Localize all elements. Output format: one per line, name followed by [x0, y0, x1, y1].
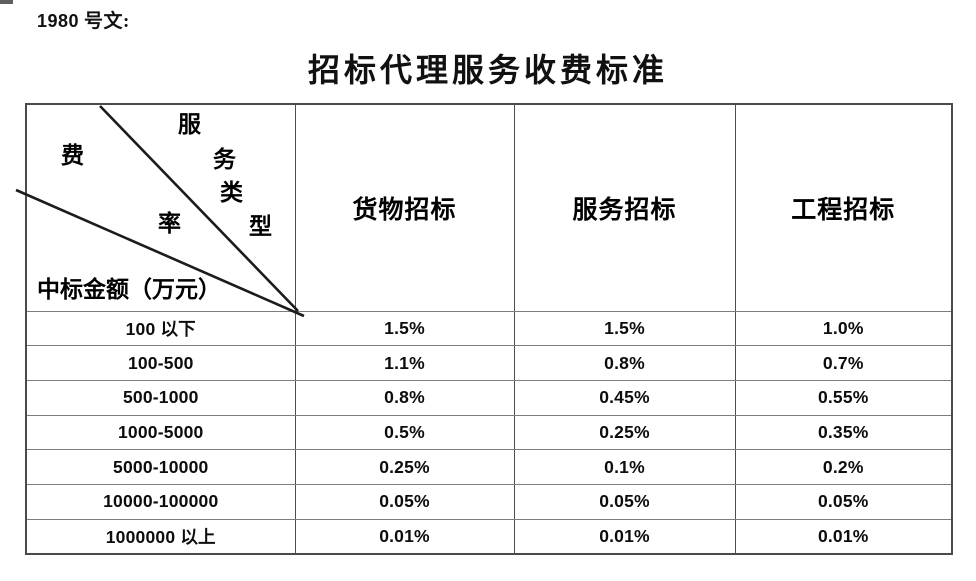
column-header-service: 服务招标 [513, 103, 736, 312]
cell-engineering-rate: 0.7% [734, 345, 953, 382]
table-row: 1000000 以上 0.01% 0.01% 0.01% [25, 518, 953, 555]
table-row: 5000-10000 0.25% 0.1% 0.2% [25, 449, 953, 486]
cell-service-rate: 1.5% [513, 310, 736, 347]
cell-range: 1000000 以上 [25, 518, 296, 555]
corner-label-award-amount: 中标金额（万元） [37, 276, 221, 302]
doc-reference-label: 号文: [84, 11, 130, 32]
corner-label-fee-rate-char-1: 费 [61, 142, 84, 168]
cell-range: 1000-5000 [25, 414, 296, 451]
table-row: 1000-5000 0.5% 0.25% 0.35% [25, 414, 953, 451]
screen-corner-artifact [0, 0, 13, 4]
corner-label-service-type-char-1: 服 [178, 111, 201, 137]
corner-label-service-type-char-2: 务 [213, 146, 236, 172]
cell-goods-rate: 0.25% [294, 449, 515, 486]
cell-engineering-rate: 1.0% [734, 310, 953, 347]
cell-range: 5000-10000 [25, 449, 296, 486]
cell-service-rate: 0.05% [513, 484, 736, 520]
diagonal-corner-cell: 服 务 类 型 费 率 中标金额（万元） [15, 103, 305, 318]
cell-engineering-rate: 0.2% [734, 449, 953, 486]
table-row: 10000-100000 0.05% 0.05% 0.05% [25, 484, 953, 520]
corner-label-service-type-char-4: 型 [249, 213, 272, 239]
fee-standard-table: 服 务 类 型 费 率 中标金额（万元） 货物招标 服务招标 工程招标 100 … [15, 103, 953, 555]
doc-reference: 1980 号文: [37, 6, 130, 33]
cell-range: 10000-100000 [25, 484, 296, 520]
cell-service-rate: 0.01% [513, 518, 736, 555]
corner-label-fee-rate-char-2: 率 [158, 210, 181, 236]
cell-service-rate: 0.45% [513, 380, 736, 416]
cell-service-rate: 0.8% [513, 345, 736, 382]
cell-service-rate: 0.25% [513, 414, 736, 451]
cell-service-rate: 0.1% [513, 449, 736, 486]
table-header-row: 服 务 类 型 费 率 中标金额（万元） 货物招标 服务招标 工程招标 [15, 103, 953, 318]
page-title: 招标代理服务收费标准 [307, 52, 668, 88]
cell-goods-rate: 0.01% [294, 518, 515, 555]
doc-reference-number: 1980 [37, 11, 80, 31]
cell-goods-rate: 0.05% [294, 484, 515, 520]
cell-engineering-rate: 0.01% [734, 518, 953, 555]
column-header-engineering: 工程招标 [734, 103, 953, 312]
cell-range: 100 以下 [25, 310, 296, 347]
cell-engineering-rate: 0.05% [734, 484, 953, 520]
cell-engineering-rate: 0.35% [734, 414, 953, 451]
cell-engineering-rate: 0.55% [734, 380, 953, 416]
cell-range: 100-500 [25, 345, 296, 382]
diagonal-corner-box: 服 务 类 型 费 率 中标金额（万元） [15, 104, 305, 318]
cell-goods-rate: 0.5% [294, 414, 515, 451]
cell-goods-rate: 1.1% [294, 345, 515, 382]
column-header-goods: 货物招标 [294, 103, 515, 312]
cell-range: 500-1000 [25, 380, 296, 416]
table-row: 100-500 1.1% 0.8% 0.7% [25, 345, 953, 382]
cell-goods-rate: 1.5% [294, 310, 515, 347]
corner-label-service-type-char-3: 类 [220, 179, 243, 205]
cell-goods-rate: 0.8% [294, 380, 515, 416]
table-row: 500-1000 0.8% 0.45% 0.55% [25, 380, 953, 416]
table-row: 100 以下 1.5% 1.5% 1.0% [25, 310, 953, 347]
